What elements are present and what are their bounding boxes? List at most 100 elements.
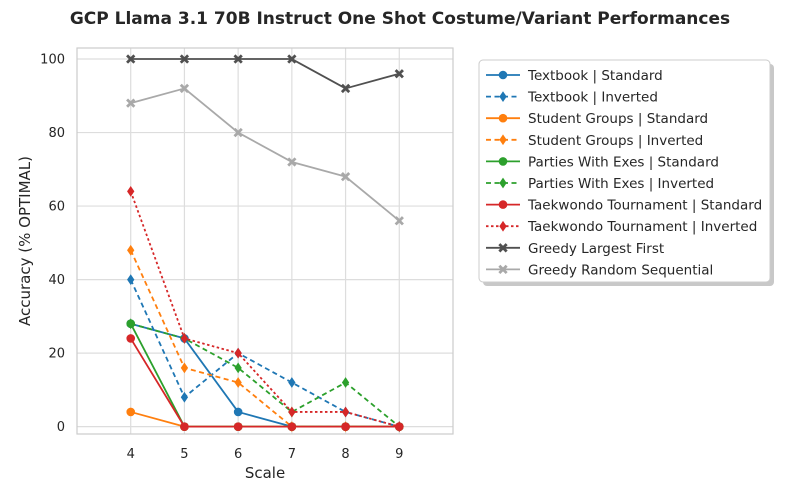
series-parties-with-exes-standard [126,319,404,431]
data-point [498,243,508,253]
series-line [129,337,400,428]
x-marker-stroke [179,54,190,64]
data-point [498,70,508,80]
data-point [498,157,508,166]
legend-item: Textbook | Inverted [486,90,658,106]
plot-frame [76,47,454,435]
data-point [234,347,242,359]
y-tick-label: 80 [48,126,65,141]
data-point [499,91,507,102]
data-point [126,54,136,64]
legend-label: Taekwondo Tournament | Standard [527,198,762,214]
data-point [234,377,242,388]
legend-item: Student Groups | Standard [486,111,708,127]
data-point [394,69,404,79]
x-marker-stroke [287,54,297,64]
x-marker-stroke [394,216,404,226]
x-marker-stroke [126,98,136,108]
data-point [127,244,135,256]
x-axis-ticks: 4 5 6 7 8 9 [127,447,404,462]
data-point [498,200,508,209]
legend-item: Taekwondo Tournament | Inverted [486,219,757,235]
data-point [126,334,136,343]
chart-title: GCP Llama 3.1 70B Instruct One Shot Cost… [70,9,730,29]
data-point [126,98,136,108]
y-tick-label: 40 [48,273,65,288]
x-tick-label: 6 [234,447,242,462]
data-point [340,83,351,94]
legend-label: Parties With Exes | Standard [528,154,719,170]
x-tick-label: 9 [395,447,403,462]
legend-label: Taekwondo Tournament | Inverted [527,219,757,235]
x-marker-stroke [179,83,190,94]
data-point [499,177,507,189]
series-taekwondo-tournament-inverted [127,185,403,433]
y-axis-ticks: 0 20 40 60 80 100 [40,53,65,436]
data-point [498,264,508,275]
legend: Textbook | Standard Textbook | Inverted St… [478,59,774,286]
x-marker-stroke [287,157,297,167]
x-tick-label: 7 [288,447,296,462]
legend-item: Textbook | Standard [486,68,663,84]
data-point [499,134,507,146]
data-point [126,407,136,417]
legend-label: Textbook | Standard [527,68,663,84]
y-tick-label: 100 [40,53,65,68]
legend-label: Textbook | Inverted [527,90,658,106]
legend-item: Greedy Random Sequential [486,262,713,278]
y-tick-label: 0 [57,420,65,435]
data-point [394,216,404,226]
series-student-groups-inverted [127,244,403,433]
series-greedy-random-sequential [126,83,404,226]
data-point [233,422,243,431]
legend-label: Parties With Exes | Inverted [528,176,714,192]
data-point [341,422,350,431]
data-point [233,54,243,64]
legend-label: Student Groups | Inverted [528,133,703,149]
series-line [129,191,400,428]
series-line [130,322,400,428]
data-point [233,407,243,417]
x-axis-label: Scale [245,464,285,482]
legend-label: Greedy Largest First [528,241,664,257]
legend-item: Greedy Largest First [486,241,664,257]
x-marker-stroke [394,69,404,79]
legend-box [478,59,771,283]
legend-label: Greedy Random Sequential [528,262,713,278]
data-point [180,422,189,431]
x-tick-label: 8 [341,447,349,462]
series-line [130,87,400,222]
x-marker-stroke [233,54,243,64]
series-greedy-largest-first [126,54,404,94]
y-tick-label: 60 [48,200,65,215]
data-point [287,54,297,64]
y-tick-label: 20 [48,347,65,362]
series-line [130,58,400,90]
x-marker-stroke [126,54,136,64]
legend-item: Parties With Exes | Inverted [486,176,714,192]
x-marker-stroke [340,83,351,94]
data-point [127,318,135,330]
data-point [341,406,350,418]
data-point [288,406,296,418]
series-parties-with-exes-inverted [127,318,403,433]
data-point [180,391,189,403]
x-marker-stroke [498,264,508,275]
data-point [287,157,297,167]
data-point [179,54,190,64]
data-point [498,113,508,123]
legend-item: Student Groups | Inverted [486,133,703,149]
data-point [233,127,243,138]
legend-label: Student Groups | Standard [528,111,708,127]
x-marker-stroke [498,243,508,253]
x-marker-stroke [340,172,351,182]
data-point [180,333,189,344]
data-point [180,362,189,374]
data-point [499,220,507,232]
x-marker-stroke [233,127,243,138]
data-point [179,83,190,94]
y-axis-label: Accuracy (% OPTIMAL) [16,156,34,326]
series-textbook-standard [126,319,404,431]
data-point [127,274,135,285]
